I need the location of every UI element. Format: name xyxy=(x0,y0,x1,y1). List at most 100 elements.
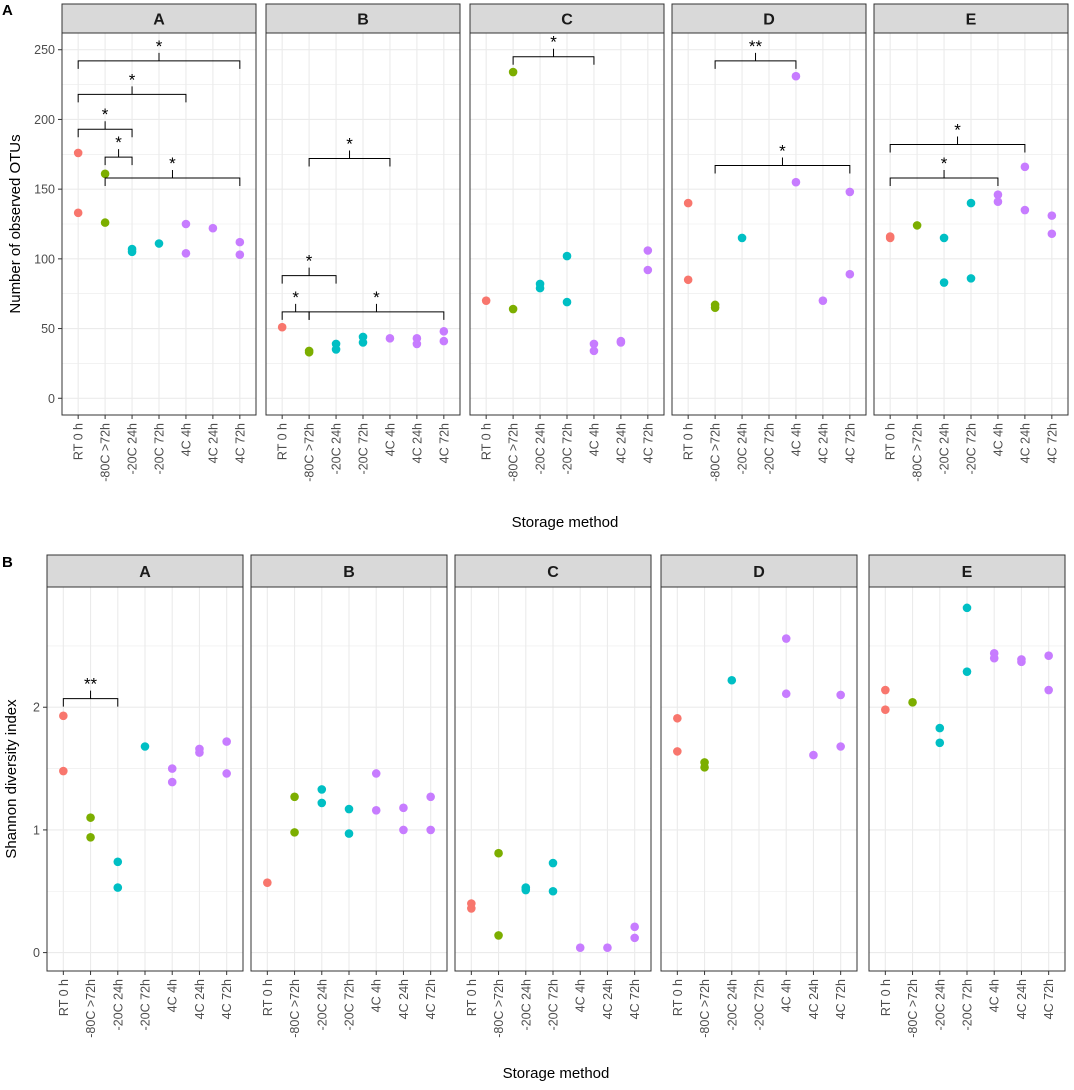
x-tick-label: 4C 4h xyxy=(370,979,384,1012)
x-tick-label: -20C 24h xyxy=(519,979,533,1030)
facet-strip xyxy=(265,3,461,34)
facet-strip-label: D xyxy=(763,12,775,29)
facet-b: B RT 0 h -80C >72h -20C 24h -20C 72h 4C 4h 4C … xyxy=(250,554,448,1038)
data-point xyxy=(426,825,435,835)
x-tick-label: -20C 72h xyxy=(753,979,767,1030)
data-point xyxy=(589,339,599,349)
x-tick-label: -80C >72h xyxy=(303,423,317,482)
significance-label: * xyxy=(169,154,176,173)
data-point xyxy=(344,804,354,814)
x-tick-label: RT 0 h xyxy=(682,423,696,460)
data-point xyxy=(1047,229,1057,239)
x-tick-label: 4C 72h xyxy=(437,423,451,463)
data-point xyxy=(781,634,791,643)
data-point xyxy=(616,338,626,347)
facet-strip xyxy=(660,554,858,588)
x-tick-label: -20C 24h xyxy=(725,979,739,1030)
data-point xyxy=(781,689,791,699)
facet-b: B RT 0 h -80C >72h -20C 24h -20C 72h 4C 4h 4C … xyxy=(265,3,461,482)
x-tick-label: 4C 4h xyxy=(166,979,180,1012)
y-tick-label: 200 xyxy=(34,113,55,127)
data-point xyxy=(809,750,818,760)
data-point xyxy=(167,764,177,773)
data-point xyxy=(439,327,449,336)
x-tick-label: -20C 72h xyxy=(357,423,371,474)
data-point xyxy=(140,742,150,751)
x-tick-label: 4C 24h xyxy=(206,423,220,463)
x-tick-label: RT 0 h xyxy=(276,423,290,460)
data-point xyxy=(263,878,272,887)
x-tick-label: -80C >72h xyxy=(698,979,712,1038)
data-point xyxy=(481,296,491,305)
facet-e: E RT 0 h -80C >72h -20C 24h -20C 72h 4C 4h 4C … xyxy=(873,3,1069,482)
y-tick-label: 100 xyxy=(34,252,55,266)
data-point xyxy=(603,943,612,952)
data-point xyxy=(548,886,558,896)
x-tick-label: -20C 72h xyxy=(763,423,777,474)
x-tick-label: 4C 24h xyxy=(614,423,628,463)
facet-strip xyxy=(469,3,665,34)
x-tick-label: 4C 4h xyxy=(179,423,193,456)
y-tick-label: 0 xyxy=(33,946,40,960)
significance-bracket xyxy=(62,690,119,707)
significance-bracket xyxy=(889,169,999,186)
data-point xyxy=(73,148,83,158)
data-point xyxy=(317,798,327,808)
data-point xyxy=(643,246,653,255)
significance-label: * xyxy=(941,154,948,173)
data-point xyxy=(331,345,341,354)
x-tick-label: RT 0 h xyxy=(465,979,479,1016)
x-tick-label: -80C >72h xyxy=(492,979,506,1038)
x-tick-label: RT 0 h xyxy=(879,979,893,1016)
data-point xyxy=(643,265,653,275)
data-point xyxy=(439,336,449,346)
significance-bracket xyxy=(77,86,187,103)
data-point xyxy=(575,943,585,952)
data-point xyxy=(304,347,314,357)
x-tick-label: 4C 72h xyxy=(220,979,234,1019)
data-point xyxy=(235,237,245,247)
y-axis-title: Number of observed OTUs xyxy=(7,134,24,313)
facet-strip-label: A xyxy=(139,564,151,581)
data-point xyxy=(1044,651,1053,661)
data-point xyxy=(290,828,299,837)
data-point xyxy=(791,71,801,81)
x-tick-label: 4C 4h xyxy=(587,423,601,456)
data-point xyxy=(467,904,476,913)
data-point xyxy=(939,278,949,287)
facet-d: D RT 0 h -80C >72h -20C 24h -20C 72h 4C 4h 4C … xyxy=(660,554,858,1038)
y-tick-label: 2 xyxy=(33,701,40,715)
data-point xyxy=(290,792,299,802)
x-tick-label: -20C 24h xyxy=(736,423,750,474)
significance-bracket xyxy=(77,52,241,69)
x-tick-label: -80C >72h xyxy=(507,423,521,482)
data-point xyxy=(700,763,709,772)
data-point xyxy=(208,223,218,233)
x-tick-label: RT 0 h xyxy=(261,979,275,1016)
data-point xyxy=(195,748,204,757)
facet-strip xyxy=(671,3,867,34)
data-point xyxy=(100,218,110,227)
facet-strip-label: B xyxy=(343,564,355,581)
data-point xyxy=(521,885,531,895)
data-point xyxy=(1017,657,1026,667)
y-tick-label: 250 xyxy=(34,43,55,57)
significance-bracket xyxy=(714,52,797,69)
data-point xyxy=(562,297,572,307)
data-point xyxy=(371,805,381,815)
chart-layer: Number of observed OTUs Storage method 0 50… xyxy=(3,3,1069,1082)
data-point xyxy=(1020,162,1030,172)
data-point xyxy=(727,675,737,685)
significance-bracket xyxy=(889,136,1026,153)
data-point xyxy=(683,198,693,208)
x-tick-label: 4C 24h xyxy=(1015,979,1029,1019)
data-point xyxy=(277,322,287,332)
facet-strip xyxy=(454,554,652,588)
data-point xyxy=(426,792,435,802)
data-point xyxy=(962,603,972,613)
data-point xyxy=(235,250,245,259)
data-point xyxy=(630,933,639,943)
x-tick-label: 4C 24h xyxy=(397,979,411,1019)
x-tick-label: -80C >72h xyxy=(84,979,98,1038)
